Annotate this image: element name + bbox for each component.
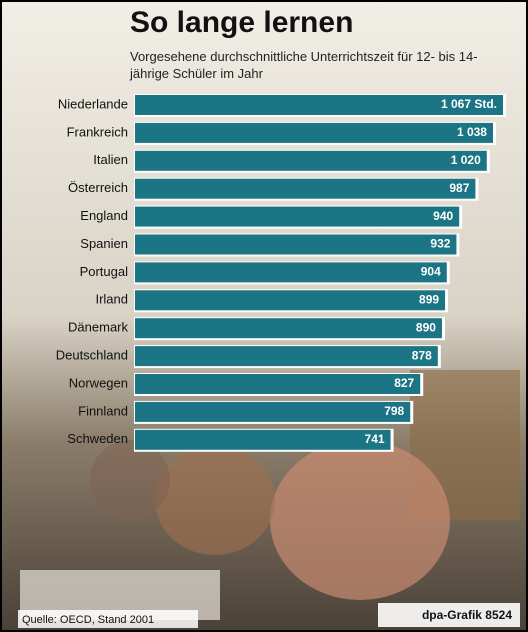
bar — [135, 207, 459, 227]
value-label: 1 038 — [457, 125, 487, 139]
value-label: 904 — [421, 265, 441, 279]
category-label: Portugal — [80, 264, 129, 279]
value-label: 1 020 — [451, 153, 481, 167]
student — [270, 440, 450, 600]
bar — [135, 346, 438, 366]
category-label: Finnland — [78, 403, 128, 418]
category-label: Spanien — [80, 236, 128, 251]
bar — [135, 123, 493, 143]
chart-title: So lange lernen — [130, 6, 353, 40]
student — [90, 440, 170, 520]
bar — [135, 151, 487, 171]
bar — [135, 430, 391, 450]
category-label: Norwegen — [69, 375, 128, 390]
value-label: 987 — [449, 181, 469, 195]
bar — [135, 318, 442, 338]
value-label: 932 — [430, 237, 450, 251]
bar — [135, 235, 456, 255]
category-label: Dänemark — [68, 320, 128, 335]
value-label: 890 — [416, 320, 436, 334]
bar — [135, 374, 420, 394]
bar — [135, 290, 445, 310]
category-label: Niederlande — [58, 96, 128, 111]
category-label: Irland — [95, 292, 128, 307]
category-label: Frankreich — [67, 124, 128, 139]
category-label: Österreich — [68, 180, 128, 195]
page: Quelle: OECD, Stand 2001 dpa-Grafik 8524… — [0, 0, 528, 632]
chart-subtitle: Vorgesehene durchschnittliche Unterricht… — [130, 48, 510, 82]
value-label: 940 — [433, 209, 453, 223]
bar — [135, 402, 410, 422]
bar — [135, 262, 447, 282]
value-label: 741 — [365, 432, 385, 446]
category-label: Italien — [93, 152, 128, 167]
value-label: 878 — [412, 348, 432, 362]
value-label: 899 — [419, 292, 439, 306]
category-label: Deutschland — [56, 348, 128, 363]
credit: dpa-Grafik 8524 — [422, 608, 512, 622]
category-label: Schweden — [67, 431, 128, 446]
student — [155, 445, 275, 555]
value-label: 798 — [384, 404, 404, 418]
bar — [135, 179, 475, 199]
chart: Quelle: OECD, Stand 2001 dpa-Grafik 8524… — [0, 0, 528, 632]
value-label: 1 067 Std. — [441, 97, 497, 111]
value-label: 827 — [394, 376, 414, 390]
category-label: England — [80, 208, 128, 223]
source: Quelle: OECD, Stand 2001 — [22, 614, 154, 626]
